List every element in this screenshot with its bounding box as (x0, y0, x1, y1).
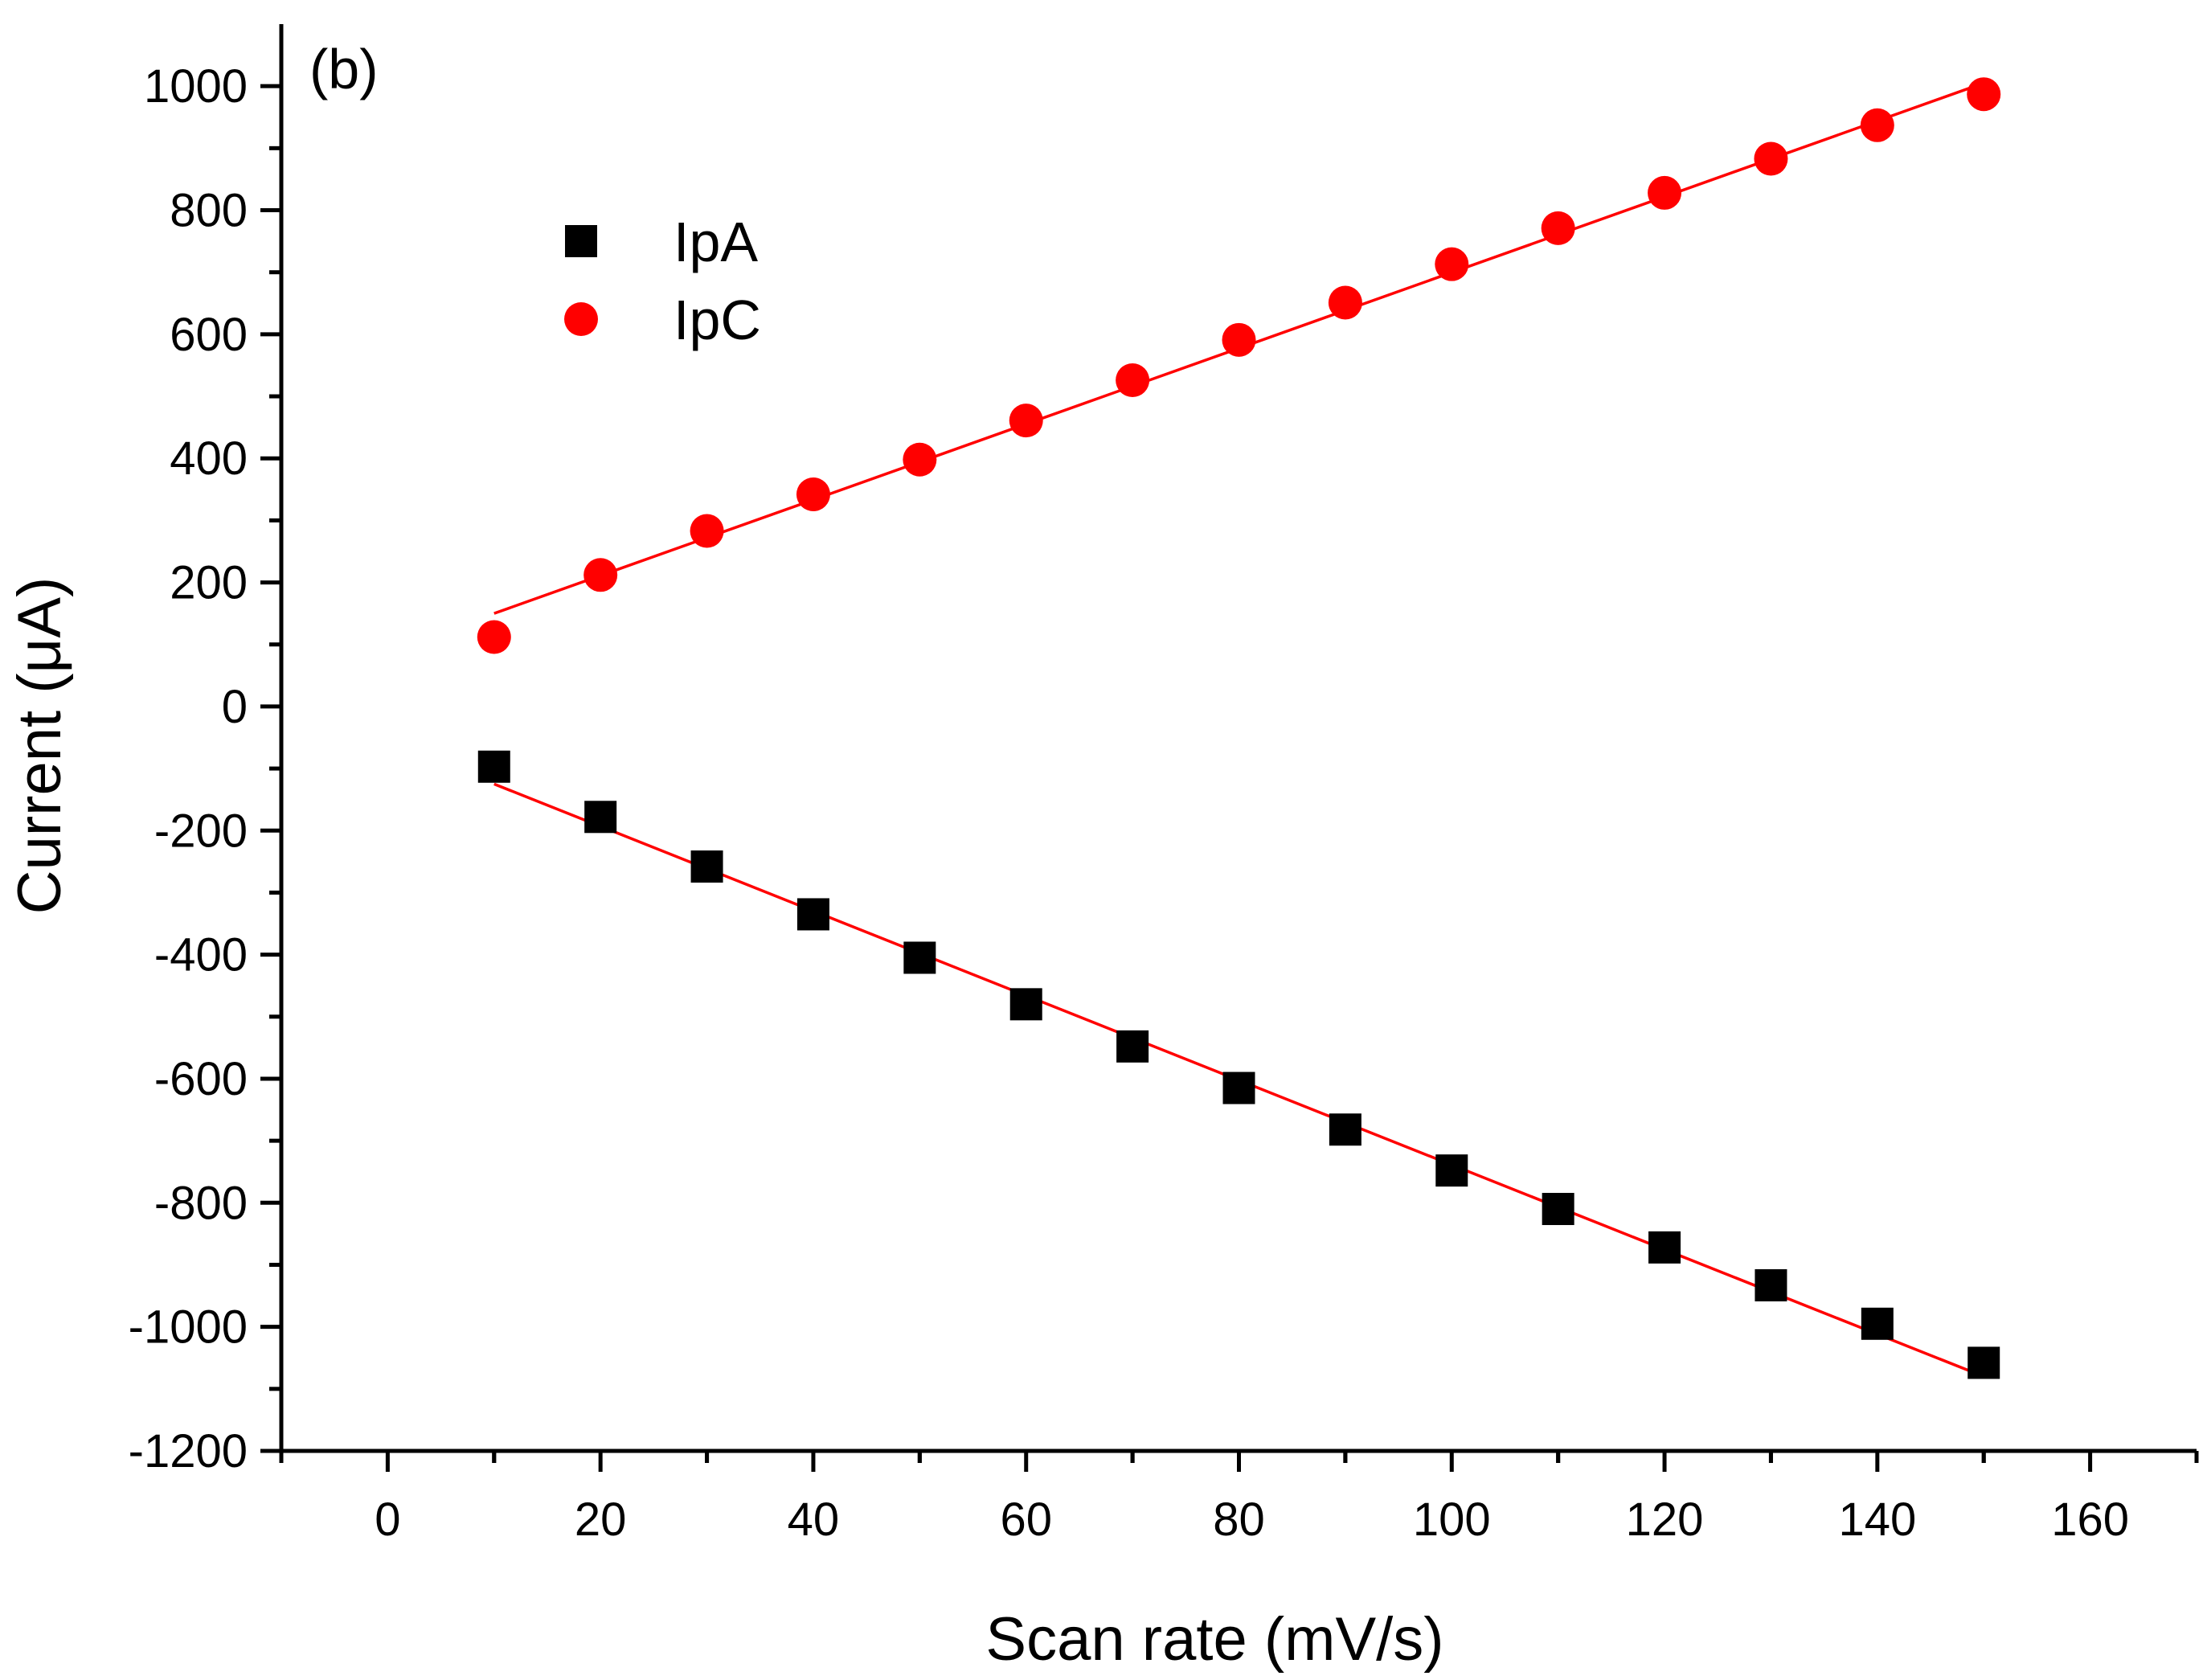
y-tick-label: -200 (154, 805, 248, 857)
y-tick-label: 200 (170, 557, 248, 609)
x-tick-label: 120 (1626, 1494, 1704, 1546)
data-point-ipc (1222, 322, 1256, 357)
data-point-ipc (690, 514, 724, 548)
y-tick-label: 600 (170, 309, 248, 361)
x-tick-label: 160 (2051, 1494, 2129, 1546)
y-tick-label: -600 (154, 1053, 248, 1105)
data-point-ipa (1009, 988, 1042, 1021)
y-tick-label: -400 (154, 929, 248, 981)
y-tick-label: -1200 (129, 1425, 248, 1477)
data-point-ipc (1648, 175, 1682, 210)
data-point-ipc (1328, 285, 1362, 320)
data-point-ipc (477, 620, 511, 654)
data-point-ipa (1222, 1072, 1255, 1104)
x-tick-label: 40 (788, 1494, 840, 1546)
legend-marker-ipc (564, 302, 598, 336)
data-point-ipa (584, 801, 617, 834)
y-tick-label: -800 (154, 1177, 248, 1229)
data-point-ipc (1541, 211, 1575, 245)
data-point-ipc (583, 558, 618, 592)
data-point-ipa (1967, 1346, 2000, 1379)
x-axis-title: Scan rate (mV/s) (985, 1605, 1443, 1674)
x-tick-label: 80 (1213, 1494, 1265, 1546)
data-point-ipc (1967, 77, 2001, 112)
x-tick-label: 20 (575, 1494, 627, 1546)
data-point-ipa (1648, 1231, 1681, 1264)
data-point-ipc (903, 442, 937, 477)
data-point-ipa (796, 898, 829, 931)
data-point-ipa (1329, 1113, 1361, 1146)
x-tick-label: 140 (1838, 1494, 1916, 1546)
data-point-ipc (1009, 404, 1043, 438)
data-point-ipa (1861, 1307, 1894, 1340)
x-tick-label: 0 (375, 1494, 400, 1546)
data-point-ipa (1435, 1154, 1468, 1187)
data-markers (477, 77, 2001, 1379)
panel-label: (b) (309, 38, 379, 100)
y-tick-label: 1000 (144, 60, 248, 113)
data-point-ipc (1435, 247, 1469, 281)
y-tick-label: 800 (170, 185, 248, 237)
data-point-ipc (1116, 363, 1150, 397)
y-axis-title: Current (μA) (6, 577, 74, 915)
data-point-ipa (903, 941, 936, 974)
y-tick-label: -1000 (129, 1301, 248, 1354)
legend: IpA IpC (564, 211, 761, 351)
data-point-ipa (1755, 1268, 1787, 1301)
legend-marker-ipa (565, 225, 597, 257)
data-point-ipa (1116, 1030, 1149, 1063)
x-tick-label: 100 (1413, 1494, 1491, 1546)
data-point-ipc (1860, 108, 1894, 142)
y-tick-label: 400 (170, 432, 248, 485)
data-point-ipc (1754, 141, 1788, 176)
data-point-ipa (477, 750, 510, 783)
data-point-ipa (1542, 1193, 1574, 1226)
data-point-ipa (690, 850, 723, 883)
data-point-ipc (796, 477, 830, 511)
fit-lines (493, 81, 1984, 1379)
axes-frame: 0 20 40 60 80 100 120 140 160 -1200 -1000 -800 -600 -… (129, 24, 2199, 1546)
y-tick-label: 0 (222, 681, 248, 733)
x-tick-label: 60 (1000, 1494, 1052, 1546)
legend-label-ipa: IpA (674, 211, 758, 273)
legend-label-ipc: IpC (674, 289, 761, 351)
